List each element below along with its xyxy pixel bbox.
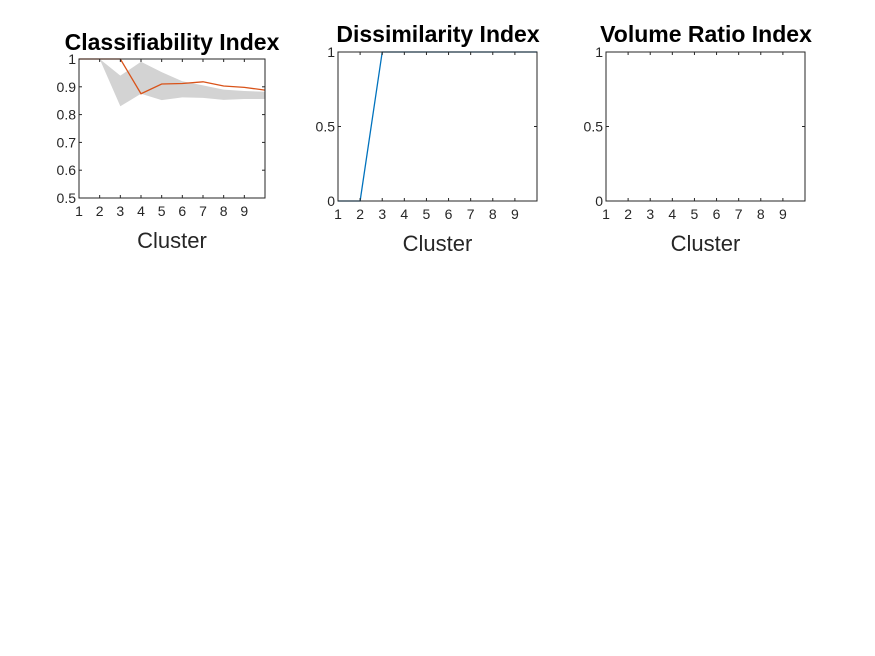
plot-area <box>606 52 805 201</box>
x-tick-label: 3 <box>378 206 386 222</box>
x-tick-label: 3 <box>116 203 124 219</box>
chart-title: Volume Ratio Index <box>600 21 812 47</box>
x-tick-label: 4 <box>400 206 408 222</box>
axes-box <box>78 58 266 199</box>
y-tick-label: 0.9 <box>57 79 77 95</box>
x-tick-label: 8 <box>220 203 228 219</box>
y-tick-label: 0.5 <box>316 119 336 135</box>
x-tick-label: 8 <box>757 206 765 222</box>
chart-title: Classifiability Index <box>65 29 280 55</box>
x-tick-label: 5 <box>158 203 166 219</box>
x-tick-label: 3 <box>646 206 654 222</box>
plot-area <box>338 52 537 201</box>
x-tick-label: 1 <box>602 206 610 222</box>
x-tick-label: 2 <box>356 206 364 222</box>
x-axis-label: Cluster <box>671 231 741 256</box>
y-tick-label: 1 <box>68 51 76 67</box>
y-tick-label: 0.5 <box>584 119 604 135</box>
x-tick-label: 8 <box>489 206 497 222</box>
chart-title: Dissimilarity Index <box>336 21 539 47</box>
x-tick-label: 7 <box>735 206 743 222</box>
x-axis-label: Cluster <box>137 228 207 253</box>
confidence-band <box>79 59 265 107</box>
y-tick-label: 0.5 <box>57 190 77 206</box>
x-tick-label: 9 <box>240 203 248 219</box>
x-axis-label: Cluster <box>403 231 473 256</box>
x-tick-label: 1 <box>75 203 83 219</box>
x-tick-label: 7 <box>467 206 475 222</box>
x-tick-label: 6 <box>178 203 186 219</box>
y-tick-label: 0.6 <box>57 162 77 178</box>
x-tick-label: 6 <box>445 206 453 222</box>
y-tick-label: 0.8 <box>57 107 77 123</box>
x-tick-label: 2 <box>96 203 104 219</box>
y-tick-label: 0 <box>327 193 335 209</box>
y-tick-label: 0 <box>595 193 603 209</box>
chart-1: 1 2 3 4 5 6 7 8 90.50.60.70.80.91Classifiability… <box>57 29 280 253</box>
y-tick-label: 1 <box>595 44 603 60</box>
x-tick-label: 2 <box>624 206 632 222</box>
x-tick-label: 7 <box>199 203 207 219</box>
x-tick-label: 5 <box>423 206 431 222</box>
y-tick-label: 0.7 <box>57 134 77 150</box>
x-tick-label: 4 <box>137 203 145 219</box>
x-tick-label: 9 <box>779 206 787 222</box>
y-tick-label: 1 <box>327 44 335 60</box>
x-tick-label: 5 <box>691 206 699 222</box>
x-tick-label: 9 <box>511 206 519 222</box>
x-tick-label: 1 <box>334 206 342 222</box>
x-tick-label: 6 <box>713 206 721 222</box>
x-tick-label: 4 <box>668 206 676 222</box>
